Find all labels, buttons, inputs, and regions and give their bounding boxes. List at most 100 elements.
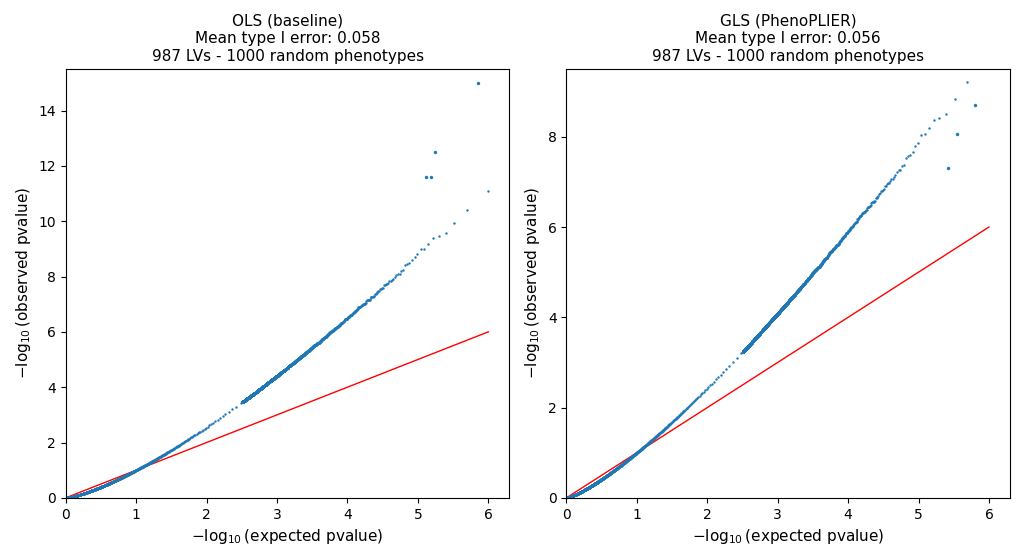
Point	[71, 491, 87, 500]
Point	[80, 488, 96, 497]
Point	[766, 312, 782, 321]
Point	[279, 364, 295, 373]
Point	[602, 469, 618, 478]
Point	[818, 254, 835, 263]
Point	[769, 310, 785, 319]
Point	[565, 491, 582, 500]
Point	[116, 472, 132, 481]
Point	[246, 389, 262, 398]
Point	[737, 344, 754, 353]
Point	[57, 493, 74, 502]
Point	[759, 321, 775, 330]
Point	[771, 307, 787, 316]
Point	[740, 341, 757, 350]
Point	[614, 460, 631, 469]
Point	[748, 333, 764, 342]
Point	[255, 382, 271, 391]
Point	[563, 492, 580, 501]
Point	[237, 396, 253, 405]
Point	[79, 488, 95, 497]
Point	[753, 328, 769, 337]
Point	[746, 335, 763, 344]
Point	[569, 489, 586, 498]
Point	[560, 493, 577, 502]
Point	[71, 491, 87, 500]
Point	[233, 398, 250, 407]
Point	[569, 489, 586, 498]
Point	[293, 352, 309, 361]
Point	[260, 378, 276, 387]
Point	[734, 347, 751, 356]
Point	[57, 493, 74, 502]
Point	[139, 460, 156, 469]
Point	[254, 383, 270, 392]
Point	[892, 166, 908, 175]
Point	[78, 488, 94, 497]
Point	[86, 485, 102, 494]
Point	[838, 229, 854, 238]
Point	[568, 490, 585, 499]
Point	[741, 339, 758, 348]
Point	[314, 334, 331, 343]
Point	[737, 344, 754, 353]
Point	[85, 486, 101, 494]
Point	[739, 343, 756, 352]
Point	[66, 492, 82, 501]
Point	[239, 395, 255, 404]
Point	[758, 322, 774, 331]
Point	[740, 341, 757, 350]
Point	[753, 328, 769, 337]
Point	[593, 475, 609, 484]
Point	[749, 333, 765, 342]
Point	[89, 484, 105, 493]
Point	[248, 388, 264, 397]
Point	[117, 472, 133, 480]
Point	[754, 326, 770, 335]
Point	[265, 374, 282, 383]
Point	[174, 438, 190, 447]
Point	[749, 333, 765, 342]
Point	[777, 301, 794, 310]
Point	[754, 326, 770, 335]
Point	[790, 286, 806, 295]
Point	[241, 393, 257, 402]
Point	[739, 342, 756, 351]
Point	[772, 306, 788, 315]
Point	[689, 394, 706, 403]
Point	[751, 330, 767, 339]
Point	[73, 490, 89, 499]
Point	[256, 381, 272, 390]
Point	[62, 493, 79, 502]
Point	[88, 484, 104, 493]
Point	[780, 298, 797, 307]
Point	[128, 465, 144, 474]
Point	[249, 386, 265, 395]
Point	[617, 458, 634, 466]
Point	[744, 337, 761, 346]
Point	[610, 463, 627, 472]
Point	[283, 361, 299, 370]
Point	[574, 487, 591, 496]
Point	[572, 488, 589, 497]
Point	[268, 371, 285, 380]
Point	[237, 396, 253, 405]
Point	[753, 328, 769, 337]
Point	[564, 492, 581, 501]
Point	[568, 489, 585, 498]
Point	[310, 338, 327, 347]
Point	[561, 493, 578, 502]
Point	[125, 468, 141, 477]
Point	[299, 347, 315, 356]
Point	[129, 465, 145, 474]
Point	[584, 481, 600, 490]
Point	[135, 462, 152, 471]
Point	[766, 314, 782, 323]
Point	[234, 398, 251, 407]
Point	[737, 344, 754, 353]
Point	[865, 197, 882, 206]
Point	[608, 464, 625, 473]
Point	[563, 492, 580, 501]
Point	[755, 325, 771, 334]
Point	[242, 393, 258, 402]
Point	[625, 451, 641, 460]
